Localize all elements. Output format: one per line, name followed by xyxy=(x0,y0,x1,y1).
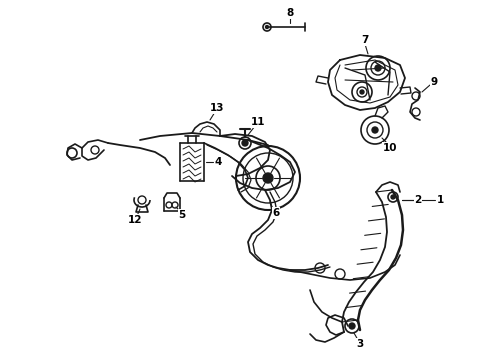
Text: 4: 4 xyxy=(214,157,221,167)
Circle shape xyxy=(349,323,355,329)
Text: 13: 13 xyxy=(210,103,224,113)
Circle shape xyxy=(372,127,378,133)
Text: 7: 7 xyxy=(361,35,368,45)
Text: 2: 2 xyxy=(415,195,421,205)
Text: 11: 11 xyxy=(251,117,265,127)
Text: 6: 6 xyxy=(272,208,280,218)
Text: 10: 10 xyxy=(383,143,397,153)
Text: 8: 8 xyxy=(286,8,294,18)
Text: 12: 12 xyxy=(128,215,142,225)
Circle shape xyxy=(266,26,269,28)
Circle shape xyxy=(375,65,381,71)
Text: 3: 3 xyxy=(356,339,364,349)
Text: 7: 7 xyxy=(361,35,368,45)
Text: 6: 6 xyxy=(272,208,280,218)
Text: 9: 9 xyxy=(430,77,438,87)
Text: 5: 5 xyxy=(178,210,186,220)
Text: 1: 1 xyxy=(437,195,443,205)
Text: 10: 10 xyxy=(383,143,397,153)
Text: 12: 12 xyxy=(128,215,142,225)
Text: 11: 11 xyxy=(251,117,265,127)
Circle shape xyxy=(263,173,273,183)
Text: 5: 5 xyxy=(178,210,186,220)
Circle shape xyxy=(360,90,364,94)
Circle shape xyxy=(242,140,248,146)
Text: 8: 8 xyxy=(286,8,294,18)
Text: 9: 9 xyxy=(430,77,438,87)
Circle shape xyxy=(391,195,395,199)
Text: 4: 4 xyxy=(214,157,221,167)
Text: 13: 13 xyxy=(210,103,224,113)
